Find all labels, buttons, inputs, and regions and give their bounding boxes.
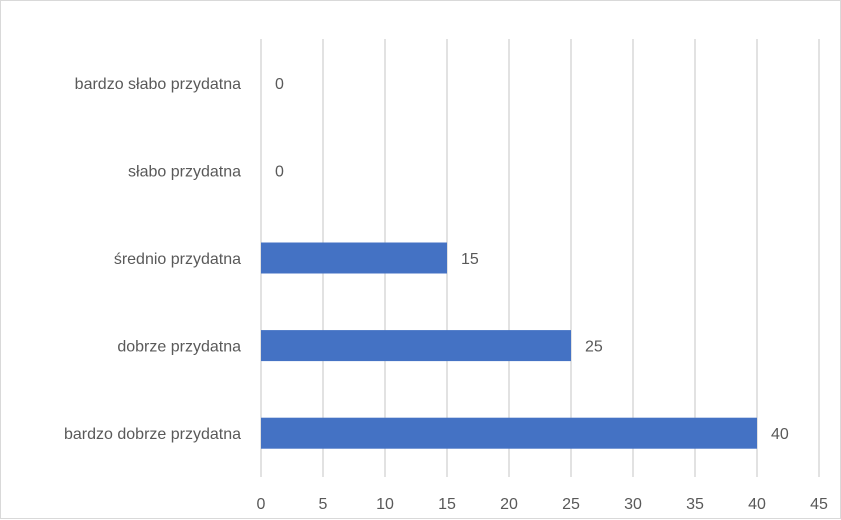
x-tick-label: 20 (500, 496, 518, 513)
x-tick-label: 0 (257, 496, 266, 513)
bar (261, 417, 757, 449)
data-label: 15 (461, 251, 479, 268)
data-label: 0 (275, 163, 284, 180)
category-label: słabo przydatna (128, 163, 241, 180)
category-label: średnio przydatna (114, 251, 241, 268)
x-tick-label: 40 (748, 496, 766, 513)
category-label: dobrze przydatna (117, 339, 241, 356)
bar (261, 242, 447, 274)
x-tick-label: 45 (810, 496, 828, 513)
x-tick-label: 25 (562, 496, 580, 513)
category-label: bardzo dobrze przydatna (64, 426, 241, 443)
x-tick-label: 10 (376, 496, 394, 513)
category-label: bardzo słabo przydatna (75, 76, 241, 93)
x-tick-label: 35 (686, 496, 704, 513)
data-label: 40 (771, 426, 789, 443)
x-tick-label: 5 (319, 496, 328, 513)
x-tick-label: 15 (438, 496, 456, 513)
data-label: 0 (275, 76, 284, 93)
x-tick-label: 30 (624, 496, 642, 513)
data-label: 25 (585, 339, 603, 356)
bar (261, 330, 571, 362)
